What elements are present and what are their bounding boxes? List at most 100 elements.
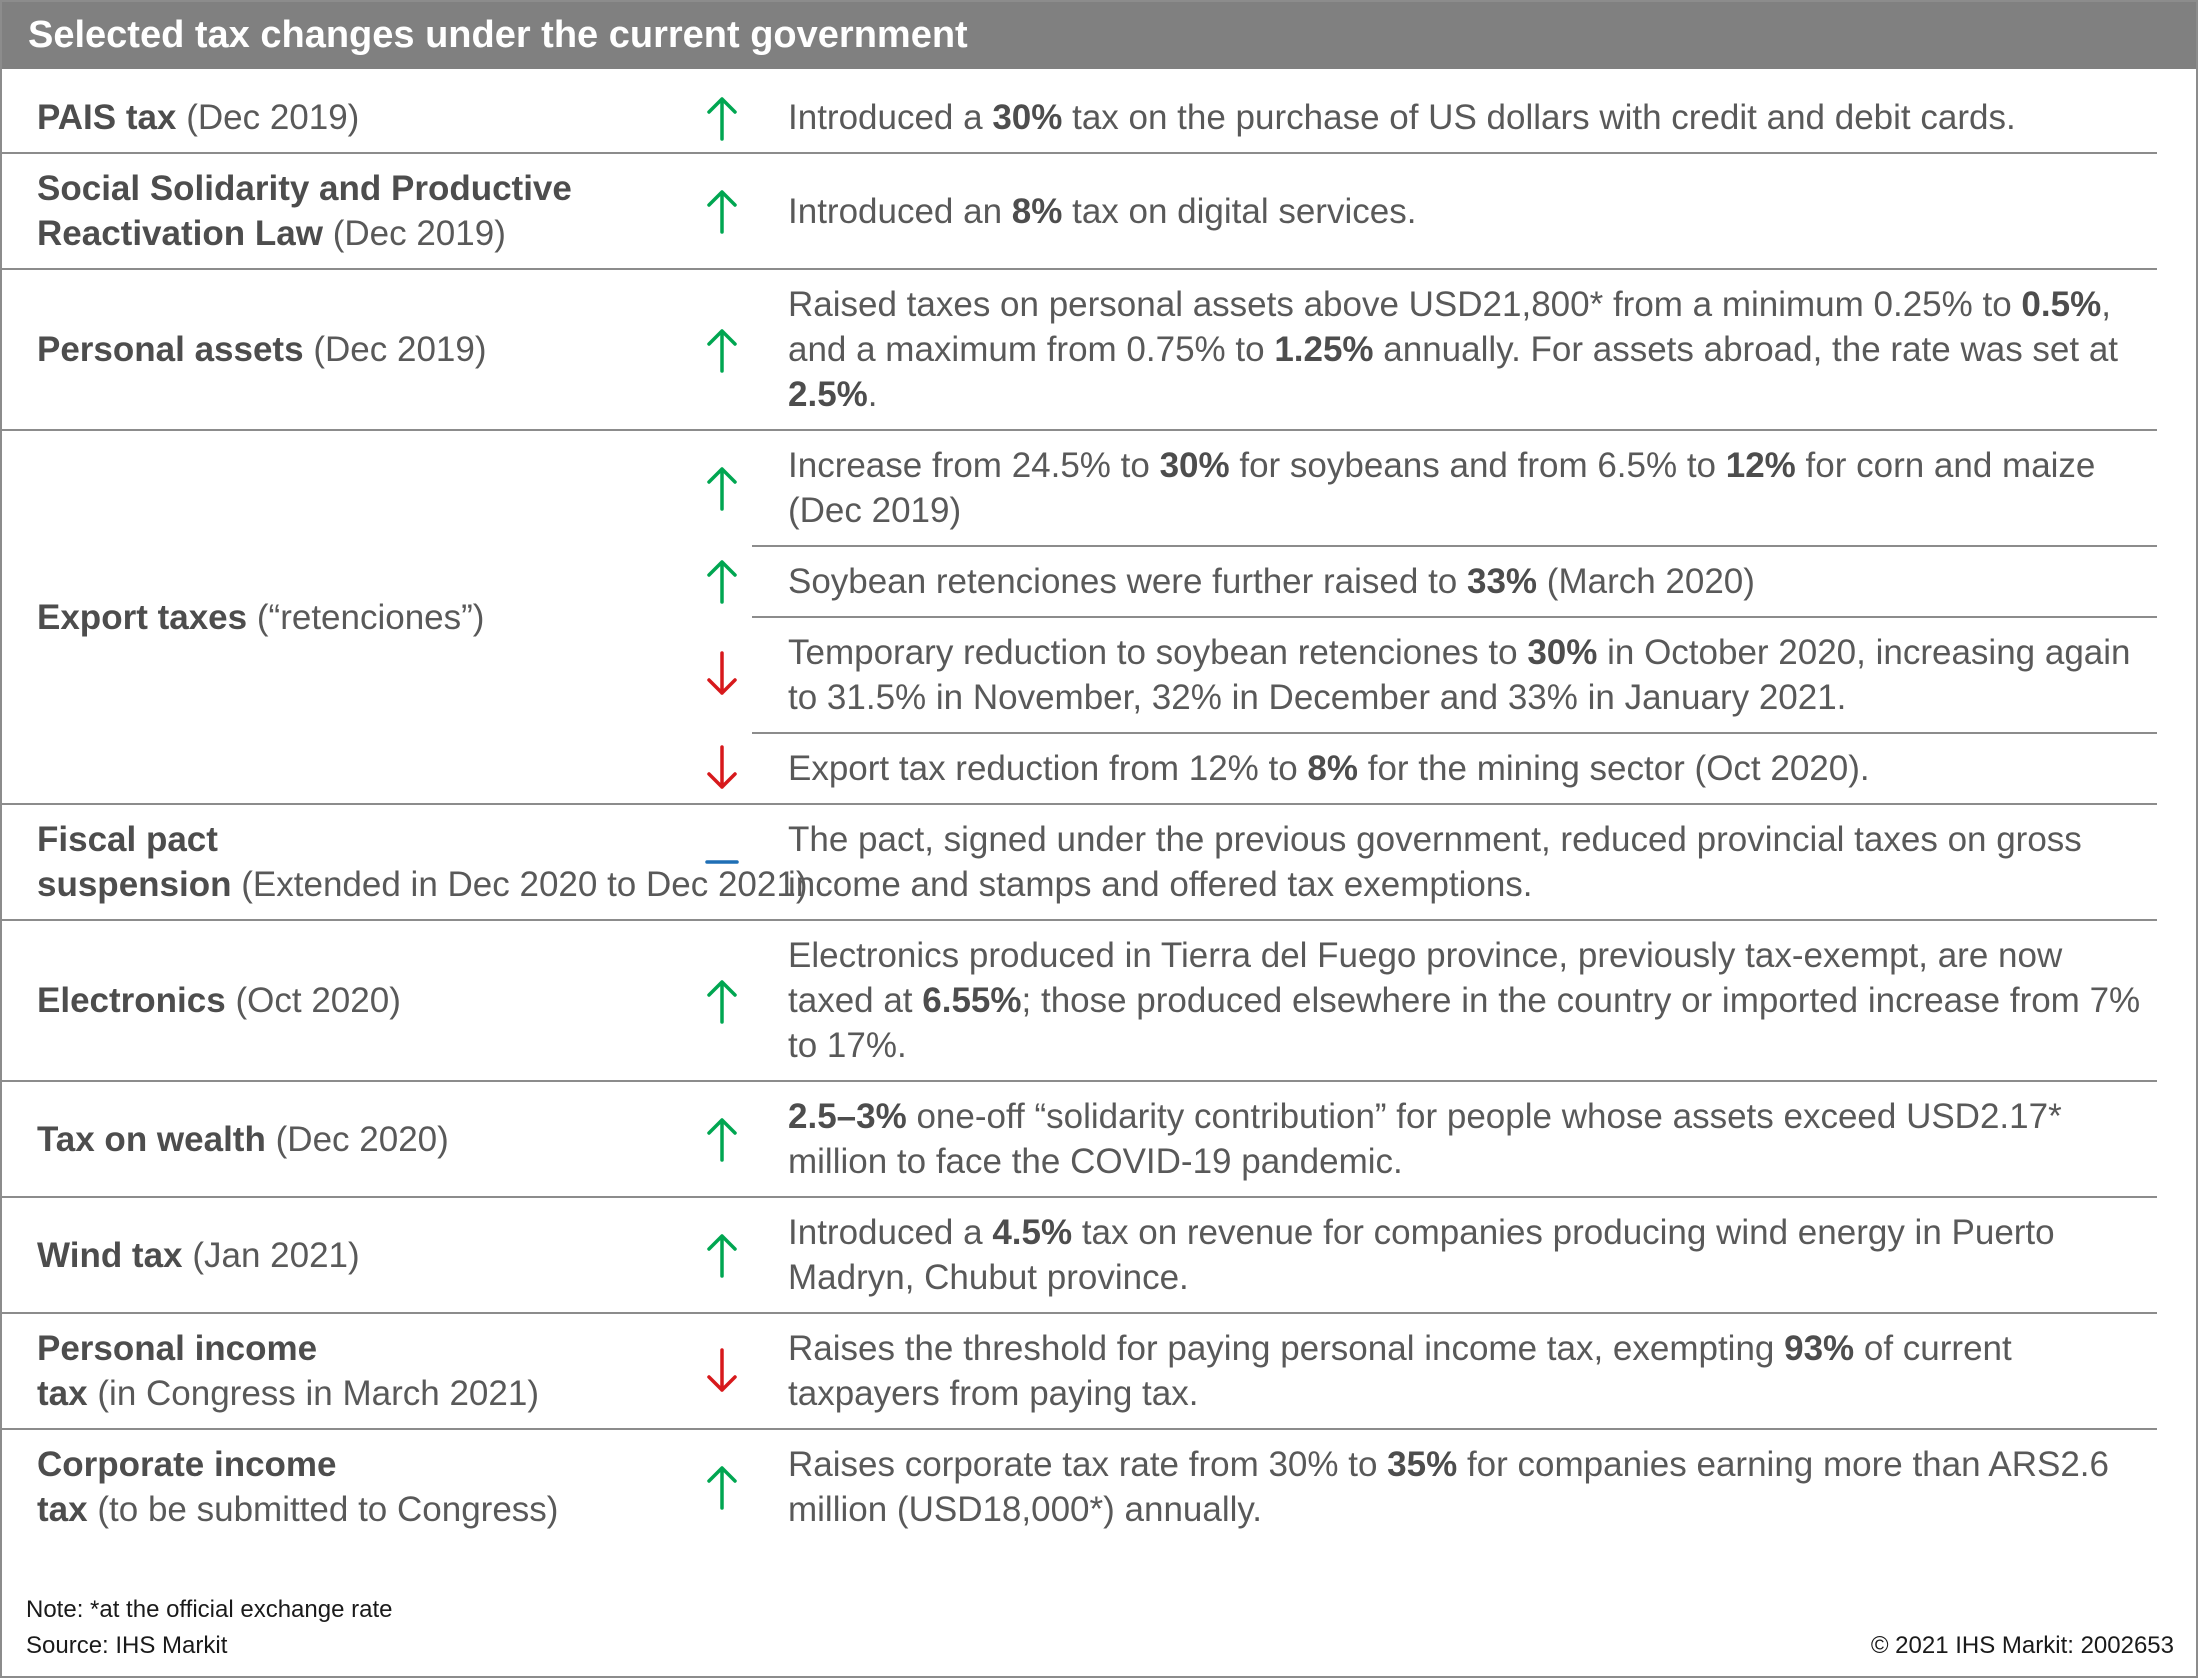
name-block: Personal assets (Dec 2019) xyxy=(37,327,487,372)
text: for soybeans and from 6.5% to xyxy=(1229,446,1726,485)
change-text: Raised taxes on personal assets above US… xyxy=(752,270,2157,429)
name-block: PAIS tax (Dec 2019) xyxy=(37,95,359,140)
text: of current taxpayers from paying tax. xyxy=(788,1329,2012,1413)
text: , and a maximum from 0.75% to xyxy=(788,285,2111,369)
text-block: Temporary reduction to soybean retencion… xyxy=(788,630,2149,720)
title: Selected tax changes under the current g… xyxy=(28,14,968,56)
bold-text: 8% xyxy=(1307,749,1359,788)
name-cell: Wind tax (Jan 2021) xyxy=(2,1198,692,1312)
arrow-cell xyxy=(692,431,752,545)
text: in October 2020, increasing again to 31.… xyxy=(788,633,2131,717)
row-qualifier: (Extended in Dec 2020 to Dec 2021) xyxy=(241,865,808,904)
name-cell: Export taxes (“retenciones”) xyxy=(2,431,692,803)
bold-text: 30% xyxy=(1159,446,1230,485)
change-text: Electronics produced in Tierra del Fuego… xyxy=(752,921,2157,1080)
changes: Introduced a 30% tax on the purchase of … xyxy=(692,83,2157,152)
name-block: Electronics (Oct 2020) xyxy=(37,978,401,1023)
text: . xyxy=(867,375,878,414)
table-row: Tax on wealth (Dec 2020) 2.5–3% one-off “s… xyxy=(2,1082,2157,1198)
arrow-up xyxy=(707,1234,737,1278)
row-qualifier: (to be submitted to Congress) xyxy=(97,1490,559,1529)
name-block: Export taxes (“retenciones”) xyxy=(37,595,484,640)
tax-table: PAIS tax (Dec 2019) Introduced a 30% tax o… xyxy=(2,83,2157,1544)
text-block: Raises the threshold for paying personal… xyxy=(788,1326,2149,1416)
text-block: Raised taxes on personal assets above US… xyxy=(788,282,2149,417)
change-text: 2.5–3% one-off “solidarity contribution”… xyxy=(752,1082,2157,1196)
text: for the mining sector (Oct 2020). xyxy=(1358,749,1870,788)
change: Introduced an 8% tax on digital services… xyxy=(692,154,2157,268)
change-text: Raises corporate tax rate from 30% to 35… xyxy=(752,1430,2157,1544)
change-text: Soybean retenciones were further raised … xyxy=(752,545,2157,616)
change: Increase from 24.5% to 30% for soybeans … xyxy=(692,431,2157,545)
text: one-off “solidarity contribution” for pe… xyxy=(788,1097,2062,1181)
text: Raises the threshold for paying personal… xyxy=(788,1329,1785,1368)
row-qualifier: (Dec 2020) xyxy=(275,1119,449,1159)
text-block: 2.5–3% one-off “solidarity contribution”… xyxy=(788,1094,2149,1184)
change-text: Increase from 24.5% to 30% for soybeans … xyxy=(752,431,2157,545)
row-name: Electronics xyxy=(37,981,226,1020)
arrow-up xyxy=(707,979,737,1024)
name-block: Social Solidarity and Productive Reactiv… xyxy=(37,166,692,256)
text: Introduced a xyxy=(788,98,993,137)
bold-text: 93% xyxy=(1784,1329,1855,1368)
change: Introduced a 30% tax on the purchase of … xyxy=(692,83,2157,152)
changes: Introduced an 8% tax on digital services… xyxy=(692,154,2157,268)
change: Raises the threshold for paying personal… xyxy=(692,1314,2157,1428)
text: Raises corporate tax rate from 30% to xyxy=(788,1445,1388,1484)
text: Introduced a xyxy=(788,1213,993,1252)
bold-text: 0.5% xyxy=(2021,285,2102,324)
text: Soybean retenciones were further raised … xyxy=(788,562,1467,601)
text-block: Introduced an 8% tax on digital services… xyxy=(788,189,1416,234)
bold-text: 4.5% xyxy=(992,1213,1073,1252)
row-qualifier: (Dec 2019) xyxy=(313,330,487,369)
row-name: Fiscal pact suspension xyxy=(37,820,232,904)
table-row: Personal assets (Dec 2019) Raised taxes on… xyxy=(2,270,2157,431)
text-block: Raises corporate tax rate from 30% to 35… xyxy=(788,1442,2149,1532)
change: Export tax reduction from 12% to 8% for … xyxy=(692,732,2157,803)
arrow-up xyxy=(707,1118,737,1162)
bold-text: 30% xyxy=(1527,633,1598,672)
bold-text: 2.5% xyxy=(788,375,868,414)
bold-text: 30% xyxy=(992,98,1063,137)
arrow-cell xyxy=(692,1082,752,1196)
arrow-down xyxy=(707,744,737,789)
change-text: The pact, signed under the previous gove… xyxy=(752,805,2157,919)
changes: Increase from 24.5% to 30% for soybeans … xyxy=(692,431,2157,803)
arrow-down xyxy=(707,651,737,695)
text-block: Export tax reduction from 12% to 8% for … xyxy=(788,746,1870,791)
table-row: Fiscal pact suspension (Extended in Dec 2… xyxy=(2,805,2157,921)
bold-text: 12% xyxy=(1725,446,1796,485)
name-block: Tax on wealth (Dec 2020) xyxy=(37,1117,449,1162)
text-block: Increase from 24.5% to 30% for soybeans … xyxy=(788,443,2149,533)
arrow-up xyxy=(707,1466,737,1510)
change-text: Export tax reduction from 12% to 8% for … xyxy=(752,732,2157,803)
name-block: Wind tax (Jan 2021) xyxy=(37,1233,360,1278)
change: Soybean retenciones were further raised … xyxy=(692,545,2157,616)
name-block: Personal income tax (in Congress in March… xyxy=(37,1326,692,1416)
name-block: Fiscal pact suspension (Extended in Dec 2… xyxy=(37,817,807,907)
text: Export tax reduction from 12% to xyxy=(788,749,1308,788)
table-row: Corporate income tax (to be submitted to … xyxy=(2,1430,2157,1544)
arrow-cell xyxy=(692,1314,752,1428)
row-name: PAIS tax xyxy=(37,98,177,137)
text-block: The pact, signed under the previous gove… xyxy=(788,817,2149,907)
text: Electronics produced in Tierra del Fuego… xyxy=(788,936,2063,1020)
bold-text: 8% xyxy=(1011,191,1063,231)
row-qualifier: (Oct 2020) xyxy=(235,981,401,1020)
row-name: Personal income tax xyxy=(37,1329,318,1413)
table-row: Wind tax (Jan 2021) Introduced a 4.5% tax … xyxy=(2,1198,2157,1314)
row-name: Export taxes xyxy=(37,597,248,637)
arrow-cell xyxy=(692,616,752,732)
bold-text: 6.55% xyxy=(922,981,1022,1020)
arrow-down xyxy=(707,1348,737,1392)
row-name: Social Solidarity and Productive Reactiv… xyxy=(37,169,572,253)
text: for companies earning more than ARS2.6 m… xyxy=(788,1445,2109,1529)
text: annually. For assets abroad, the rate wa… xyxy=(1373,330,2119,369)
arrow-up xyxy=(707,328,737,373)
text: The pact, signed under the previous gove… xyxy=(788,820,2082,904)
change-text: Temporary reduction to soybean retencion… xyxy=(752,616,2157,732)
arrow-up xyxy=(707,190,737,234)
name-cell: Personal income tax (in Congress in March… xyxy=(2,1314,692,1428)
change-text: Raises the threshold for paying personal… xyxy=(752,1314,2157,1428)
